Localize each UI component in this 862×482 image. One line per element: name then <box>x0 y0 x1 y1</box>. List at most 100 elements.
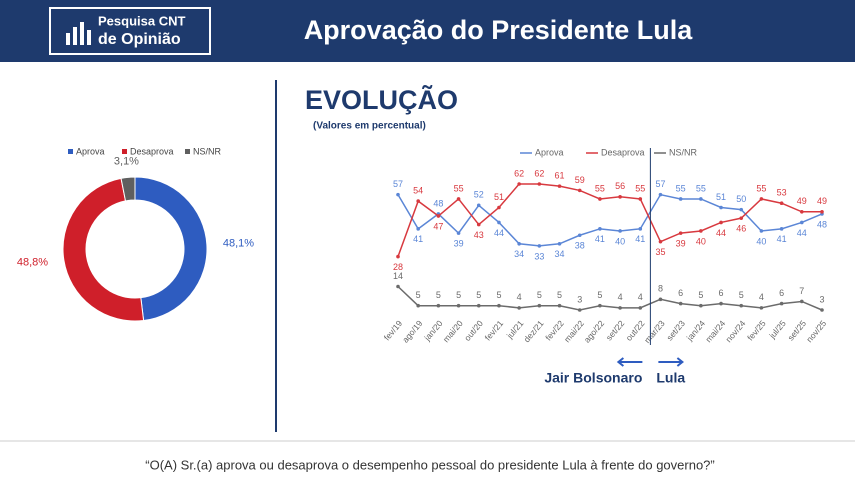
data-label: 5 <box>456 290 461 300</box>
annotation: Lula <box>656 370 685 386</box>
donut-segment <box>62 177 145 322</box>
data-label: 34 <box>514 249 524 259</box>
data-label: 5 <box>436 290 441 300</box>
point <box>598 227 602 231</box>
point <box>638 306 643 310</box>
data-label: 62 <box>514 168 524 178</box>
logo-line: de Opinião <box>98 31 181 48</box>
data-label: 40 <box>756 236 766 246</box>
data-label: 43 <box>474 230 484 240</box>
x-tick-label: jul/25 <box>767 318 789 341</box>
donut-segment <box>134 176 208 322</box>
data-label: 55 <box>454 183 464 193</box>
arrow-left <box>616 357 643 367</box>
data-label: 5 <box>537 290 542 300</box>
point <box>598 303 602 308</box>
data-label: 44 <box>716 228 726 238</box>
chart-title: EVOLUÇÃO <box>305 84 458 115</box>
point <box>497 205 501 210</box>
data-label: 6 <box>719 288 724 298</box>
x-tick-label: dez/21 <box>522 318 546 344</box>
data-label: 5 <box>496 290 501 300</box>
point <box>557 241 562 246</box>
data-label: 5 <box>557 290 562 300</box>
point <box>719 205 723 210</box>
data-label: 52 <box>474 190 484 200</box>
point <box>537 244 542 248</box>
data-label: 38 <box>575 241 585 251</box>
data-label: 62 <box>534 168 544 178</box>
data-label: 48 <box>433 198 443 208</box>
x-tick-label: mai/20 <box>441 318 465 344</box>
point <box>436 303 441 308</box>
point <box>759 306 764 310</box>
point <box>476 303 481 308</box>
point <box>517 241 521 246</box>
point <box>699 229 703 233</box>
data-label: 5 <box>698 290 703 300</box>
point <box>517 182 521 186</box>
x-tick-label: mar/23 <box>642 318 667 345</box>
data-label: 39 <box>676 238 686 248</box>
point <box>577 188 582 193</box>
legend-label: Desaprova <box>601 147 645 157</box>
data-label: 3 <box>577 294 582 304</box>
data-label: 48 <box>817 219 827 229</box>
data-label: 55 <box>676 183 686 193</box>
data-label: 4 <box>638 292 643 302</box>
logo-box <box>49 7 211 55</box>
data-label: 40 <box>696 236 706 246</box>
point <box>800 209 804 214</box>
annotation: Jair Bolsonaro <box>544 370 642 386</box>
point <box>759 229 764 233</box>
data-label: 8 <box>658 284 663 294</box>
data-label: 4 <box>517 292 522 302</box>
data-label: 55 <box>595 183 605 193</box>
legend-label: NS/NR <box>193 146 222 156</box>
data-label: 46 <box>736 224 746 234</box>
point <box>638 227 643 231</box>
data-label: 44 <box>797 228 807 238</box>
point <box>557 184 562 188</box>
point <box>436 214 441 218</box>
data-label: 47 <box>433 221 443 231</box>
point <box>517 306 521 310</box>
logo-icon <box>66 22 91 45</box>
series-line <box>397 183 822 257</box>
point <box>820 308 824 312</box>
x-tick-label: set/22 <box>604 318 627 342</box>
data-label: 59 <box>575 175 585 185</box>
data-label: 44 <box>494 228 504 238</box>
legend-label: Aprova <box>76 146 105 156</box>
series-line <box>397 193 823 247</box>
point <box>800 220 804 225</box>
legend-label: NS/NR <box>669 147 698 157</box>
data-label: 55 <box>635 183 645 193</box>
point <box>800 299 804 304</box>
point <box>618 195 622 199</box>
data-label: 54 <box>413 185 423 195</box>
point <box>396 254 400 259</box>
header-title: Aprovação do Presidente Lula <box>304 15 694 45</box>
data-label: 28 <box>393 262 403 272</box>
series-line <box>397 285 823 311</box>
data-label: 5 <box>416 290 421 300</box>
point <box>456 197 461 201</box>
data-label: 35 <box>655 247 665 257</box>
point <box>476 222 481 227</box>
x-tick-label: ago/19 <box>400 318 425 345</box>
point <box>396 192 400 197</box>
data-label: 33 <box>534 251 544 261</box>
point <box>779 301 784 306</box>
point <box>820 209 824 214</box>
point <box>779 227 784 231</box>
point <box>739 303 744 308</box>
data-label: 5 <box>476 290 481 300</box>
data-label: 51 <box>494 192 504 202</box>
point <box>557 303 562 308</box>
data-label: 41 <box>413 234 423 244</box>
point <box>739 207 744 212</box>
point <box>416 199 420 203</box>
point <box>719 220 723 225</box>
